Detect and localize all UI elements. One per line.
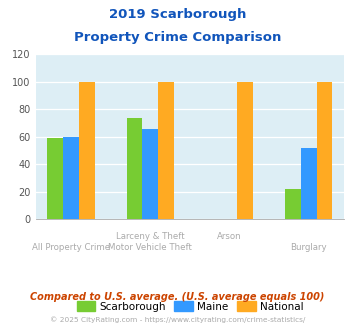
Text: Property Crime Comparison: Property Crime Comparison [74,31,281,44]
Text: Arson: Arson [217,232,242,241]
Bar [127,118,142,219]
Bar [142,129,158,219]
Bar [158,82,174,219]
Bar [237,82,253,219]
Bar [79,82,95,219]
Bar [63,137,79,219]
Text: Burglary: Burglary [290,243,327,252]
Bar [317,82,333,219]
Bar [285,189,301,219]
Text: Larceny & Theft: Larceny & Theft [116,232,185,241]
Legend: Scarborough, Maine, National: Scarborough, Maine, National [72,297,307,316]
Bar [47,138,63,219]
Text: 2019 Scarborough: 2019 Scarborough [109,8,246,21]
Text: Motor Vehicle Theft: Motor Vehicle Theft [108,243,192,252]
Text: All Property Crime: All Property Crime [32,243,110,252]
Bar [301,148,317,219]
Text: Compared to U.S. average. (U.S. average equals 100): Compared to U.S. average. (U.S. average … [30,292,325,302]
Text: © 2025 CityRating.com - https://www.cityrating.com/crime-statistics/: © 2025 CityRating.com - https://www.city… [50,316,305,323]
